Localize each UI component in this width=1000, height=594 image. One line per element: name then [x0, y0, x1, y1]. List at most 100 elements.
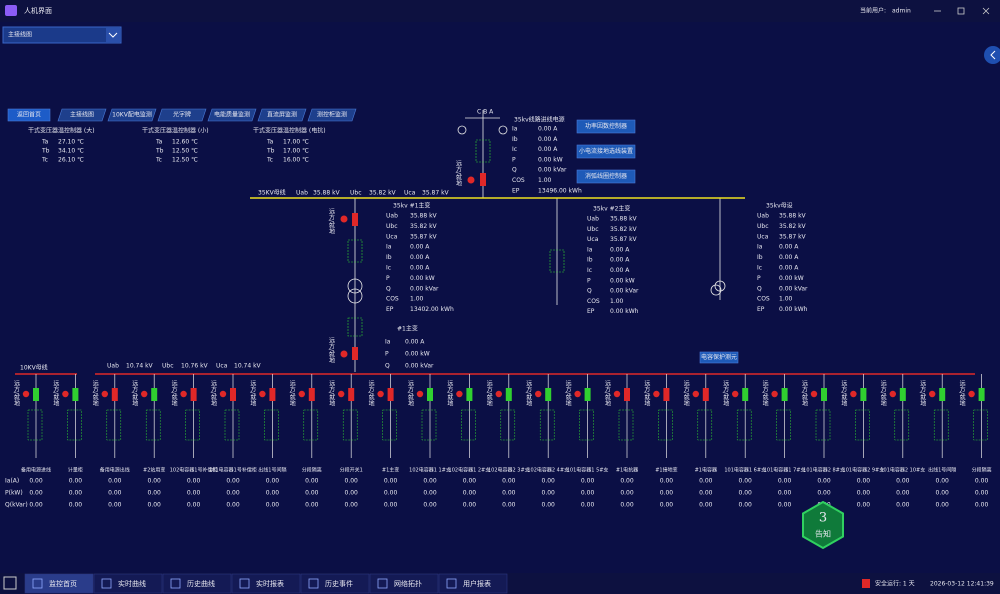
- status-dot: [535, 390, 542, 398]
- feeder-name: 102电容器1号补偿柜: [170, 467, 218, 474]
- title-bar: [0, 0, 1000, 22]
- row-value: 35.82 kV: [610, 226, 638, 233]
- feeder-value: 0.00: [423, 490, 437, 497]
- feeder-value: 0.00: [463, 502, 477, 509]
- row-value: 0.00 kW: [779, 275, 804, 282]
- feeder-value: 0.00: [975, 478, 989, 485]
- row-label: Uab: [757, 213, 769, 220]
- remote-local: 远方/就地: [879, 379, 886, 406]
- remote-local: 远方/就地: [170, 379, 177, 406]
- feeder-value: 0.00: [660, 490, 674, 497]
- feeder-ground: [776, 409, 791, 441]
- row-value: 0.00 A: [779, 265, 799, 272]
- row-value: 0.00 A: [410, 254, 430, 261]
- device-button-label: 功率因数控制器: [585, 122, 627, 130]
- row-value: 0.00 A: [410, 265, 430, 272]
- feeder-value: 0.00: [502, 478, 516, 485]
- feeder-ground: [894, 409, 910, 441]
- row-value: 13496.00 kWh: [538, 187, 582, 194]
- feeder-value: 0.00: [739, 490, 753, 497]
- row-label: COS: [512, 177, 525, 184]
- device-button[interactable]: [576, 119, 636, 134]
- feeder-breaker: [742, 388, 749, 401]
- feeder-name: 101电容器1 5#支: [567, 467, 609, 474]
- row-label: Ib: [757, 254, 763, 261]
- nav-button[interactable]: [157, 108, 207, 122]
- feeder-name: 101电容器1 6#支: [724, 467, 766, 474]
- remote-local: 远方/就地: [328, 207, 335, 234]
- status-dot: [340, 350, 348, 358]
- tab-icon: [377, 578, 388, 589]
- nav-button[interactable]: [107, 108, 157, 122]
- feeder-value: 0.00: [699, 478, 713, 485]
- feeder-value: 0.00: [778, 502, 792, 509]
- feeder-value: 0.00: [305, 502, 319, 509]
- side-toggle[interactable]: [984, 46, 1000, 64]
- row-label: Ic: [587, 267, 592, 274]
- controller-title: 干式变压器温控制器 (小): [142, 127, 209, 135]
- feeder-value: 0.00: [660, 502, 674, 509]
- view-select[interactable]: [2, 26, 122, 44]
- feeder-value: 0.00: [699, 502, 713, 509]
- row-value: 10.74 kV: [234, 363, 262, 370]
- home-icon[interactable]: [3, 576, 17, 590]
- row-value: 27.10 ℃: [58, 139, 84, 146]
- nav-button[interactable]: [207, 108, 257, 122]
- window-controls[interactable]: [934, 7, 990, 15]
- tab-label: 历史事件: [325, 579, 353, 588]
- nav-button[interactable]: [57, 108, 107, 122]
- feeder-name: 102电容器2 3#支: [488, 467, 530, 474]
- row-value: 35.82 kV: [369, 190, 397, 197]
- row-label: Uca: [216, 363, 228, 370]
- feeder-value: 0.00: [620, 502, 634, 509]
- remote-local: 远方/就地: [328, 379, 335, 406]
- feeder-ground: [658, 409, 673, 441]
- feeder-ground: [264, 409, 279, 441]
- alarm-badge[interactable]: [802, 500, 844, 550]
- device-button-label: 小电流接地选线装置: [579, 147, 633, 155]
- row-label: P: [385, 351, 389, 358]
- row-label: Ia: [385, 339, 391, 346]
- row-value: 10.74 kV: [126, 363, 154, 370]
- protect-button[interactable]: [699, 351, 739, 364]
- row-value: 34.10 ℃: [58, 148, 84, 155]
- status-dot: [889, 390, 896, 398]
- feeder-ground: [855, 409, 870, 441]
- feeder-value: 0.00: [187, 490, 201, 497]
- lock-icon: [862, 579, 870, 588]
- row-header: P(kW): [5, 490, 23, 497]
- row-label: COS: [757, 296, 770, 303]
- arrow-icon: [108, 32, 118, 38]
- remote-local: 远方/就地: [91, 379, 98, 406]
- remote-local: 远方/就地: [288, 379, 295, 406]
- view-select-arrow[interactable]: [106, 28, 120, 42]
- feeder-value: 0.00: [581, 490, 595, 497]
- feeder-ground: [185, 409, 200, 441]
- remote-local: 远方/就地: [249, 379, 256, 406]
- feeder-value: 0.00: [345, 502, 359, 509]
- nav-button[interactable]: [257, 108, 307, 122]
- row-label: Ta: [266, 139, 274, 146]
- nav-button[interactable]: [307, 108, 357, 122]
- status-dot: [416, 390, 424, 398]
- row-value: 1.00: [538, 177, 552, 184]
- feeder-breaker: [308, 388, 315, 401]
- row-value: 10.76 kV: [181, 363, 209, 370]
- feeder-name: 102电容器1 2#支: [449, 467, 491, 474]
- row-label: Ubc: [350, 190, 362, 197]
- feeder-name: 101电容器1号补偿柜: [209, 467, 257, 474]
- row-label: Ib: [386, 254, 392, 261]
- row-value: 0.00 A: [610, 246, 630, 253]
- feeder-breaker: [663, 388, 670, 401]
- feeder-breaker: [584, 388, 591, 401]
- feeder-value: 0.00: [266, 502, 280, 509]
- feeder-value: 0.00: [423, 502, 437, 509]
- nav-button-label: 返回首页: [17, 111, 41, 119]
- device-button[interactable]: [576, 144, 636, 159]
- device-button[interactable]: [576, 169, 636, 184]
- nav-button[interactable]: [7, 108, 51, 122]
- feeder-breaker: [33, 388, 39, 401]
- status-dot: [929, 390, 936, 398]
- row-label: Ic: [512, 146, 517, 153]
- feeder-value: 0.00: [384, 490, 398, 497]
